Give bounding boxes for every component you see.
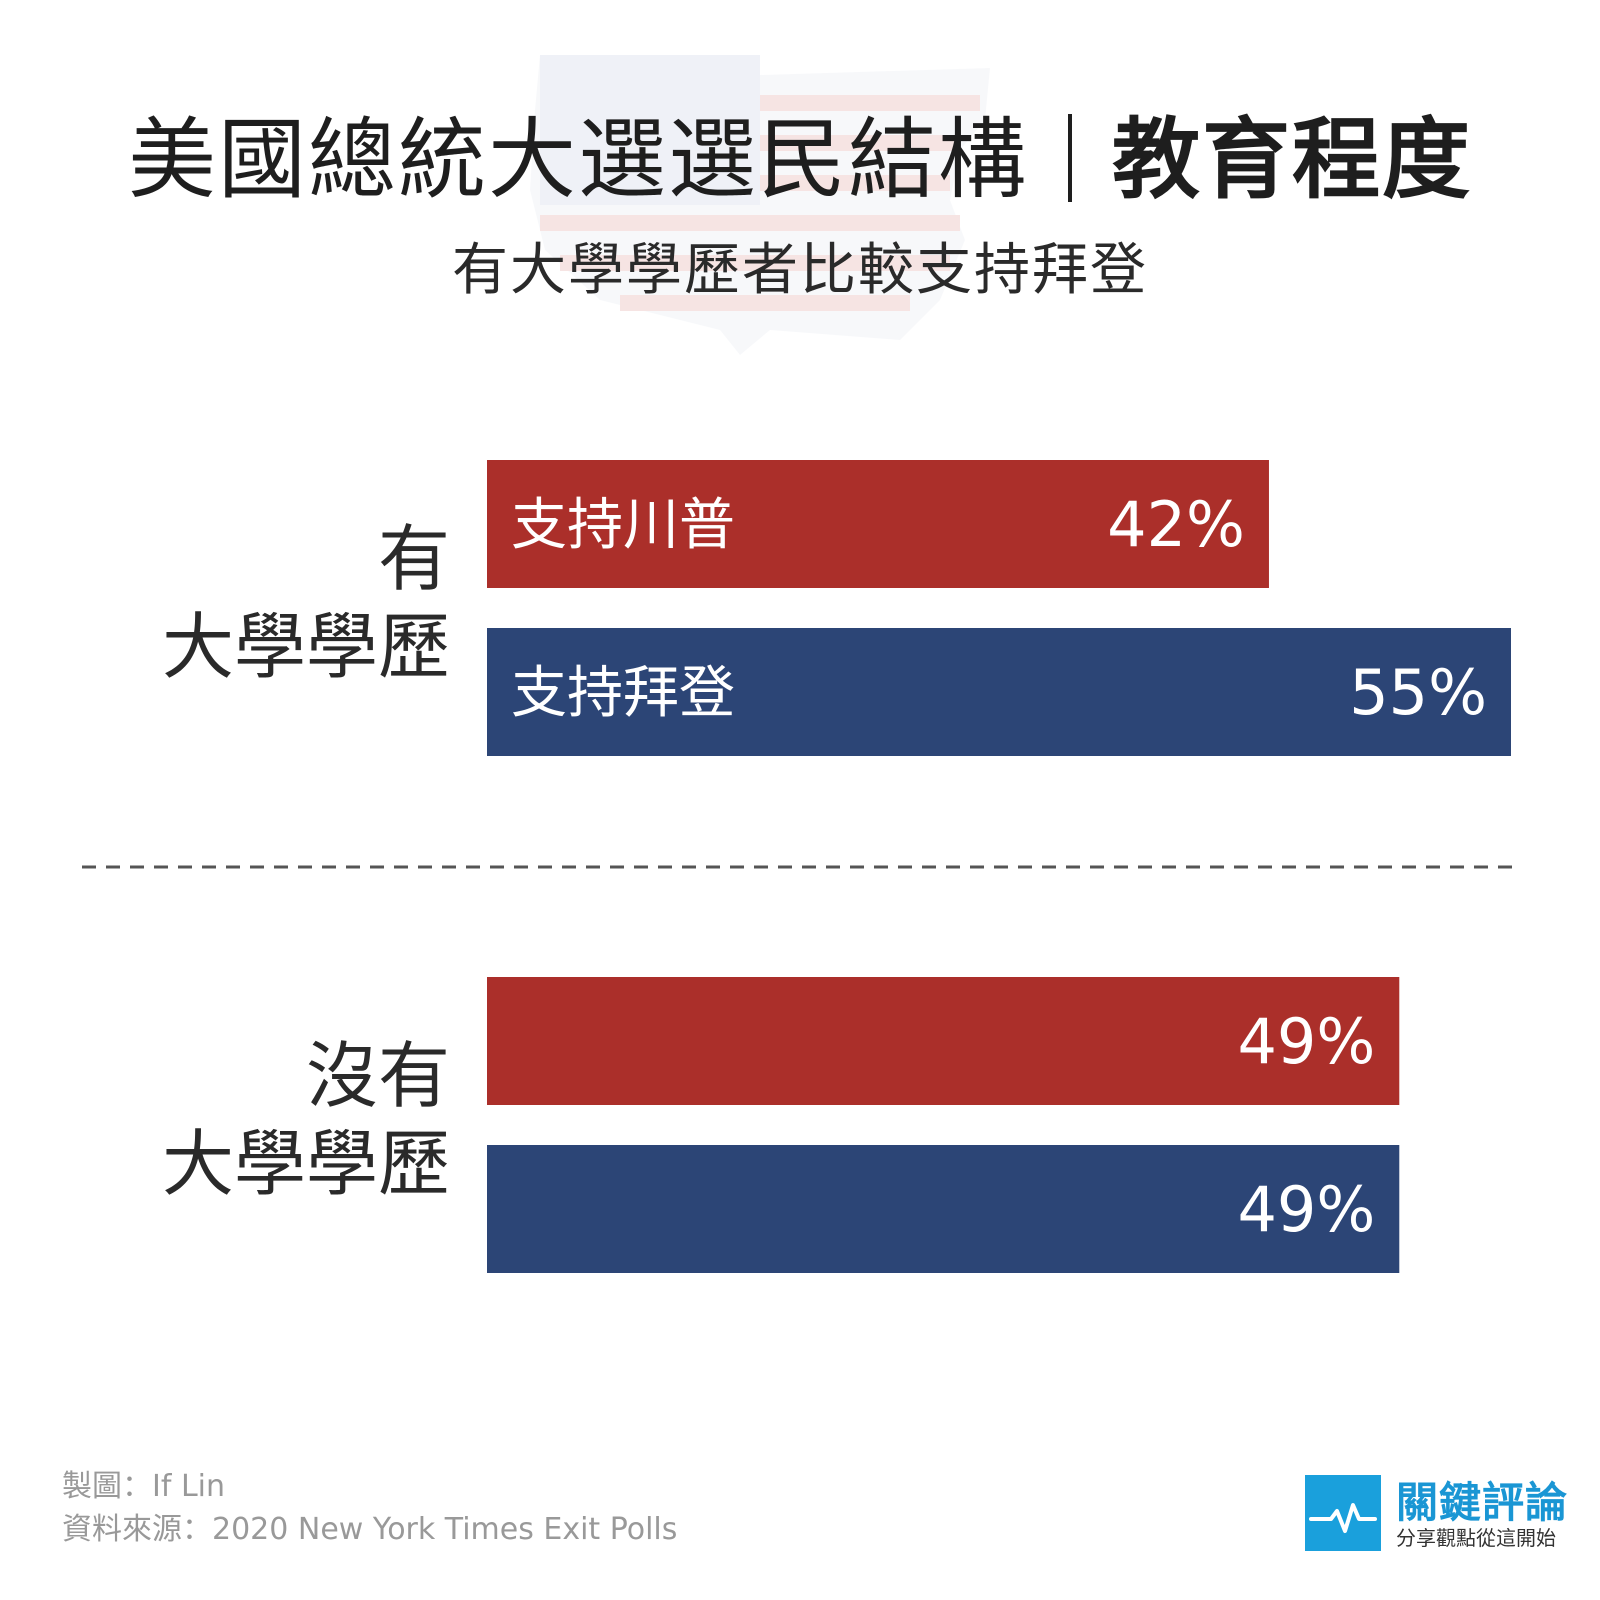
publisher-logo: 關鍵評論 分享觀點從這開始 xyxy=(1305,1475,1567,1555)
group-label-line: 有 xyxy=(378,517,450,601)
chart-title: 美國總統大選選民結構 教育程度 xyxy=(0,100,1600,220)
bar-value-label: 42% xyxy=(1107,488,1245,561)
footer: 製圖：If Lin 資料來源：2020 New York Times Exit … xyxy=(62,1465,677,1551)
title-main: 美國總統大選選民結構 xyxy=(127,108,1028,211)
logo-tagline: 分享觀點從這開始 xyxy=(1396,1526,1556,1550)
group-label: 有大學學歷 xyxy=(162,517,450,689)
bar-value-label: 49% xyxy=(1237,1005,1375,1078)
chart-credit: 製圖：If Lin xyxy=(62,1469,226,1504)
bar-trump xyxy=(487,460,1269,588)
bar-trump xyxy=(487,977,1400,1105)
group-label-line: 大學學歷 xyxy=(162,605,450,689)
bar-series-label: 支持拜登 xyxy=(511,661,735,726)
heartbeat-icon xyxy=(1309,1503,1377,1533)
bar-biden xyxy=(487,628,1511,756)
group-label-line: 沒有 xyxy=(306,1034,450,1118)
bar-value-label: 49% xyxy=(1237,1173,1375,1246)
bar-biden xyxy=(487,1145,1400,1273)
title-emphasis: 教育程度 xyxy=(1112,108,1473,211)
group-label-line: 大學學歷 xyxy=(162,1122,450,1206)
chart-subtitle: 有大學學歷者比較支持拜登 xyxy=(452,238,1148,303)
data-source: 資料來源：2020 New York Times Exit Polls xyxy=(62,1512,678,1547)
bar-value-label: 55% xyxy=(1349,656,1487,729)
title-separator xyxy=(1068,114,1072,202)
logo-mark xyxy=(1305,1475,1381,1551)
logo-name: 關鍵評論 xyxy=(1396,1478,1569,1527)
bar-series-label: 支持川普 xyxy=(511,493,735,558)
